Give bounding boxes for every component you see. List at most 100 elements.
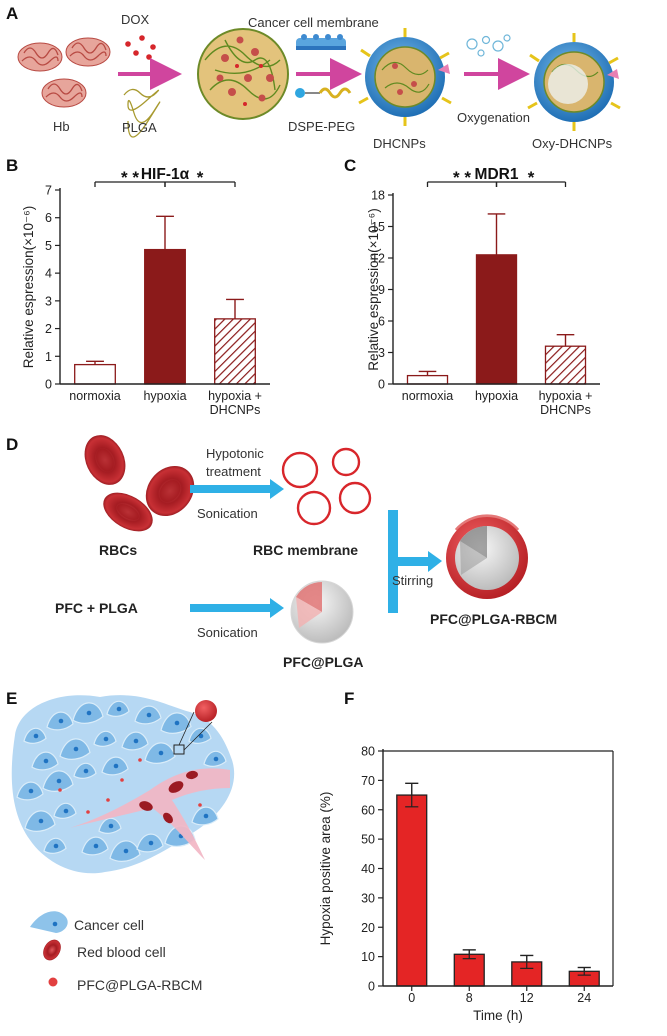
cell-nucleus [103,736,109,742]
y-tick-label: 6 [45,211,52,225]
label-dhcnps: DHCNPs [373,136,426,151]
label-product: PFC@PLGA-RBCM [430,611,557,627]
label-sonication-1: Sonication [197,506,258,521]
cell-nucleus [148,840,154,846]
pfc-plga-rbcm-particle-icon [446,514,528,599]
y-tick-label: 7 [45,184,52,198]
label-rbc-membrane: RBC membrane [253,542,358,558]
panel-a: A Hb DOX PLGA [6,4,621,151]
y-tick-label: 50 [361,833,375,847]
panel-d: D RBCs Hypotonic treatment Sonication RB… [6,435,557,670]
x-tick-label: normoxia [402,389,453,403]
panel-f: F 0 10 20 30 40 50 60 70 80 0 8 12 24 Hypoxia positiv… [318,689,614,1023]
significance-stars: * [197,168,204,187]
arrow-d1 [190,479,284,499]
y-tick-label: 0 [378,378,385,392]
panel-b: B HIF-1α 0 1 2 3 4 5 6 7 normoxia hypoxia hypoxia +… [6,156,270,417]
label-dspe-peg: DSPE-PEG [288,119,355,134]
panel-c: C MDR1 0 3 6 9 12 15 18 normoxia hypoxia hypoxia +… [344,156,600,417]
y-tick-label: 6 [378,315,385,329]
x-tick-label: DHCNPs [540,403,591,417]
chart-b: HIF-1α 0 1 2 3 4 5 6 7 normoxia hypoxia hypoxia +DH… [21,166,270,417]
cell-nucleus [83,768,89,774]
legend-label: PFC@PLGA-RBCM [77,977,202,993]
y-tick-label: 3 [45,294,52,308]
y-axis-label: Relative espression(×10⁻⁶) [21,206,36,368]
x-tick-label: 0 [408,991,415,1005]
panel-label-e: E [6,689,17,708]
chart-title: MDR1 [475,166,519,183]
y-tick-label: 40 [361,862,375,876]
cell-nucleus [123,848,129,854]
bar [511,961,543,987]
bar [74,363,116,385]
legend-item-cancer-cell: Cancer cell [30,911,144,933]
y-tick-label: 80 [361,745,375,759]
y-tick-label: 70 [361,774,375,788]
y-tick-label: 60 [361,803,375,817]
legend-label: Red blood cell [77,944,166,960]
x-tick-label: hypoxia + [539,389,593,403]
cell-nucleus [53,843,59,849]
oxygen-bubble-icon [466,34,511,57]
label-hb: Hb [53,119,70,134]
bar [396,794,428,987]
chart-f: 0 10 20 30 40 50 60 70 80 0 8 12 24 Hypoxia positive … [318,745,614,1023]
y-tick-label: 15 [371,220,385,234]
cell-nucleus [133,738,139,744]
y-tick-label: 30 [361,891,375,905]
cell-nucleus [93,843,99,849]
x-tick-label: hypoxia + [208,389,262,403]
y-axis-label: Relative espression(×10⁻⁶) [366,208,381,370]
legend-e: Cancer cell Red blood cell PFC@PLGA-RBCM [30,911,202,993]
y-tick-label: 20 [361,921,375,935]
x-tick-label: normoxia [69,389,120,403]
cell-nucleus [56,778,62,784]
y-tick-label: 18 [371,189,385,203]
x-tick-label: hypoxia [143,389,186,403]
red-blood-cell-icon [43,939,61,961]
cell-nucleus [63,808,69,814]
cell-nucleus [213,756,219,762]
cell-nucleus [146,712,152,718]
chart-c: MDR1 0 3 6 9 12 15 18 normoxia hypoxia hypoxia +DH… [366,166,600,417]
x-axis-label: Time (h) [473,1008,523,1023]
y-tick-label: 4 [45,267,52,281]
cell-nucleus [116,706,122,712]
y-tick-label: 9 [378,283,385,297]
y-tick-label: 10 [361,950,375,964]
y-tick-label: 12 [371,252,385,266]
cell-nucleus [28,788,34,794]
bar [406,374,449,385]
significance-stars: * * [121,168,139,187]
legend-item-nanoparticle: PFC@PLGA-RBCM [48,977,202,993]
bar [475,254,518,385]
plga-polymer-icon [123,88,161,138]
bar [214,318,256,385]
membrane-fragment-icon [296,34,346,50]
label-sonication-2: Sonication [197,625,258,640]
chart-title: HIF-1α [141,166,190,183]
dox-icon [125,35,156,60]
label-pfc-plga: PFC@PLGA [283,654,364,670]
panel-label-c: C [344,156,356,175]
panel-label-f: F [344,689,354,708]
cell-nucleus [86,710,92,716]
rbc-membrane-icon [281,447,372,526]
label-cancer-membrane: Cancer cell membrane [248,15,379,30]
cell-nucleus [174,720,180,726]
label-oxy-dhcnps: Oxy-DHCNPs [532,136,613,151]
x-tick-label: hypoxia [475,389,518,403]
hb-plga-core-icon [197,28,289,120]
nanoparticle-icon [48,977,58,987]
legend-item-red-blood-cell: Red blood cell [43,939,166,961]
x-tick-label: 24 [577,991,591,1005]
label-rbcs: RBCs [99,542,137,558]
y-tick-label: 0 [45,378,52,392]
merge-arrow [388,510,442,613]
cell-nucleus [203,813,209,819]
cancer-cell-icon [30,911,68,933]
x-tick-label: 8 [466,991,473,1005]
label-oxygenation: Oxygenation [457,110,530,125]
y-tick-label: 0 [368,980,375,994]
